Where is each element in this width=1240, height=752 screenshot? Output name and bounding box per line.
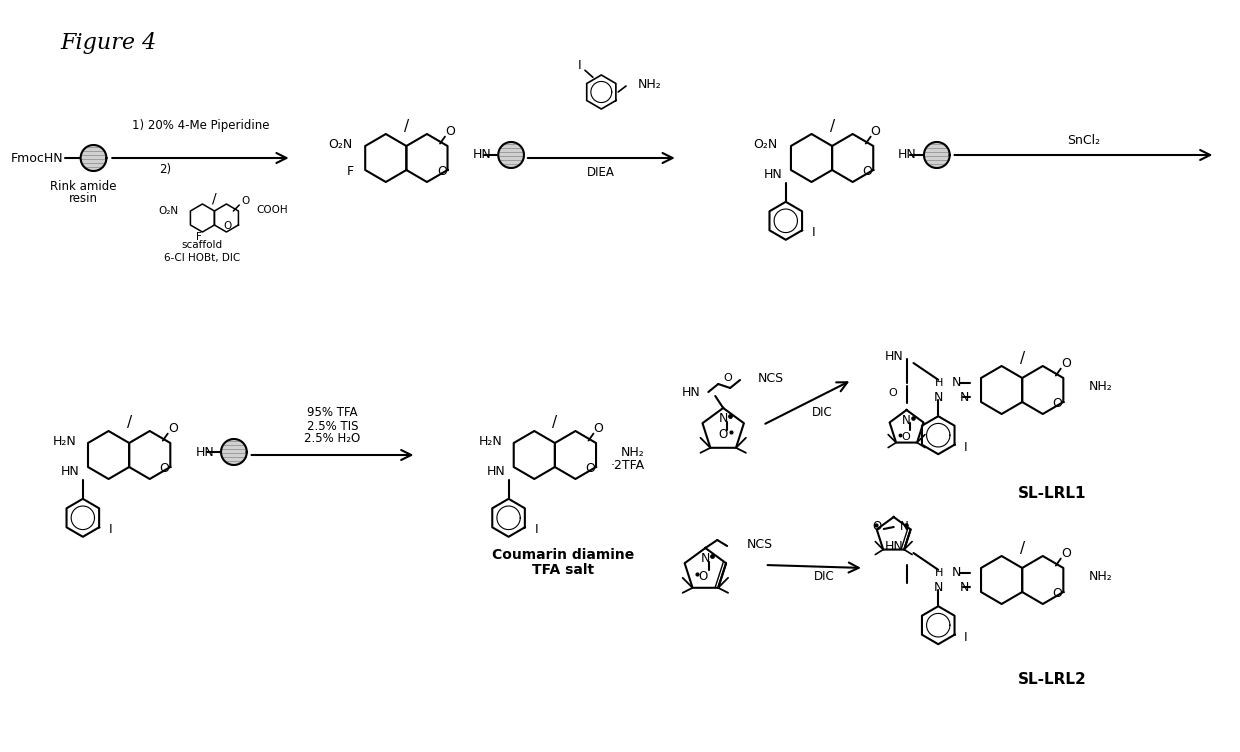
Text: H₂N: H₂N (53, 435, 77, 448)
Text: ·2TFA: ·2TFA (611, 459, 645, 472)
Text: O: O (718, 427, 728, 441)
Text: FmocHN: FmocHN (11, 151, 63, 165)
Text: /: / (404, 119, 409, 134)
Text: H: H (935, 378, 944, 388)
Text: O₂N: O₂N (159, 206, 179, 216)
Text: /: / (552, 416, 558, 430)
Text: N: N (934, 581, 944, 593)
Text: Rink amide: Rink amide (51, 180, 117, 193)
Polygon shape (924, 142, 950, 168)
Text: O: O (223, 220, 232, 231)
Text: I: I (109, 523, 112, 536)
Text: /: / (212, 192, 217, 206)
Text: NH₂: NH₂ (1089, 571, 1112, 584)
Text: 1) 20% 4-Me Piperidine: 1) 20% 4-Me Piperidine (131, 120, 269, 132)
Text: /: / (1019, 350, 1024, 365)
Text: O: O (901, 432, 910, 442)
Text: H: H (935, 568, 944, 578)
Text: O: O (873, 520, 882, 533)
Text: NH₂: NH₂ (1089, 381, 1112, 393)
Text: O: O (1060, 357, 1070, 370)
Text: scaffold: scaffold (182, 240, 223, 250)
Text: O: O (699, 569, 708, 583)
Text: N: N (701, 551, 711, 565)
Text: O: O (1053, 587, 1063, 600)
Text: HN: HN (885, 350, 904, 362)
Text: SL-LRL1: SL-LRL1 (1018, 487, 1086, 502)
Text: O: O (585, 462, 595, 475)
Text: /: / (1019, 541, 1024, 556)
Text: HN: HN (195, 445, 215, 459)
Text: COOH: COOH (257, 205, 288, 215)
Text: O: O (160, 462, 170, 475)
Text: 2): 2) (159, 163, 171, 177)
Text: HN: HN (472, 148, 491, 162)
Text: O: O (863, 165, 873, 178)
Text: O: O (724, 373, 733, 383)
Text: 2.5% H₂O: 2.5% H₂O (304, 432, 361, 445)
Text: O₂N: O₂N (327, 138, 352, 151)
Text: HN: HN (487, 465, 506, 478)
Text: N: N (952, 566, 961, 579)
Text: N: N (960, 391, 970, 404)
Text: HN: HN (61, 465, 79, 478)
Text: Coumarin diamine: Coumarin diamine (492, 548, 634, 562)
Text: N: N (960, 581, 970, 593)
Text: O: O (870, 125, 880, 138)
Text: I: I (578, 59, 582, 71)
Text: 2.5% TIS: 2.5% TIS (306, 420, 358, 432)
Text: DIC: DIC (813, 570, 835, 583)
Text: I: I (811, 226, 815, 239)
Text: H₂N: H₂N (479, 435, 502, 448)
Text: N: N (903, 414, 911, 426)
Text: O: O (167, 422, 177, 435)
Text: O: O (445, 125, 455, 138)
Text: HN: HN (682, 386, 701, 399)
Text: N: N (952, 376, 961, 390)
Text: SnCl₂: SnCl₂ (1066, 134, 1100, 147)
Polygon shape (498, 142, 525, 168)
Text: HN: HN (764, 168, 782, 181)
Text: DIEA: DIEA (588, 165, 615, 178)
Polygon shape (221, 439, 247, 465)
Text: N: N (718, 411, 728, 424)
Text: O: O (888, 388, 897, 398)
Text: HN: HN (885, 539, 904, 553)
Text: resin: resin (69, 193, 98, 205)
Text: SL-LRL2: SL-LRL2 (1018, 672, 1086, 687)
Text: 6-Cl HOBt, DIC: 6-Cl HOBt, DIC (164, 253, 241, 263)
Text: F: F (196, 232, 201, 242)
Text: O: O (1053, 397, 1063, 411)
Text: 95% TFA: 95% TFA (308, 407, 358, 420)
Text: DIC: DIC (812, 406, 832, 419)
Text: F: F (347, 165, 355, 177)
Text: TFA salt: TFA salt (532, 563, 594, 577)
Text: N: N (900, 520, 909, 533)
Text: HN: HN (898, 148, 916, 162)
Text: I: I (963, 631, 967, 644)
Text: O: O (1060, 547, 1070, 560)
Text: O: O (241, 196, 249, 206)
Text: I: I (534, 523, 538, 536)
Text: O: O (436, 165, 446, 178)
Text: I: I (963, 441, 967, 453)
Text: NCS: NCS (746, 538, 773, 550)
Text: Figure 4: Figure 4 (60, 32, 156, 54)
Text: O₂N: O₂N (754, 138, 777, 151)
Text: NH₂: NH₂ (621, 445, 645, 459)
Text: /: / (830, 119, 835, 134)
Text: /: / (126, 416, 131, 430)
Text: NH₂: NH₂ (637, 77, 662, 90)
Text: O: O (594, 422, 604, 435)
Text: NCS: NCS (758, 371, 784, 384)
Polygon shape (81, 145, 107, 171)
Text: N: N (934, 391, 944, 404)
